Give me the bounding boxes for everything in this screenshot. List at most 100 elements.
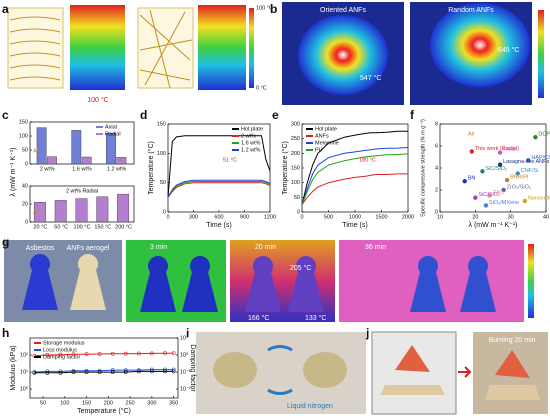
x-tick-label: 2 wt% <box>40 166 55 172</box>
time-label: 3 min <box>150 244 167 251</box>
panel-letter: h <box>2 326 9 340</box>
marker <box>171 369 176 374</box>
y-tick-label: 50 <box>160 180 166 186</box>
colorbar <box>528 244 534 318</box>
point-label: CNF/Si <box>521 168 539 174</box>
temp-label: 645 °C <box>498 46 519 54</box>
marker <box>71 352 76 357</box>
marker <box>136 369 141 374</box>
annotation: 180 °C <box>359 157 376 163</box>
marker <box>110 351 115 356</box>
point <box>504 177 510 183</box>
marker <box>110 370 115 374</box>
colorbar-max: 100 °C <box>256 5 273 11</box>
point <box>497 150 503 155</box>
sample <box>303 352 347 388</box>
y-tick-label: 0 <box>297 209 300 215</box>
fibers <box>139 9 193 89</box>
x-tick-label: 30 <box>508 214 514 220</box>
marker <box>136 351 141 356</box>
point-label: ZrO₂/SiO₂ <box>507 184 531 190</box>
time-label: 20 min <box>255 244 276 251</box>
annotation: 51 °C <box>223 157 237 163</box>
y-tick-label: 8 <box>435 121 438 127</box>
y-tick-label: 100 <box>291 180 300 186</box>
x-tick-label: 1000 <box>349 214 361 220</box>
simulation-random <box>198 5 246 90</box>
paper-crane <box>395 345 430 372</box>
x-tick-label: 1.6 wt% <box>72 166 92 172</box>
legend-label: Damping factor <box>43 354 80 360</box>
point <box>533 135 538 140</box>
temp-label: 133 °C <box>305 314 326 322</box>
x-tick-label: 150 °C <box>94 224 111 230</box>
simulation-oriented <box>70 5 125 90</box>
y-axis-label: Temperature (°C) <box>281 141 289 195</box>
y-tick-label: 10⁰ <box>20 386 29 393</box>
annotation: Air <box>33 148 40 154</box>
point <box>462 179 467 184</box>
point-label: SiC/SiO₂ <box>485 166 507 172</box>
x-tick-label: 100 <box>60 400 69 406</box>
x-tick-label: 500 <box>324 214 333 220</box>
panel-b: Oriented ANFs Random ANFs 547 °C 645 °C <box>282 2 544 105</box>
image-title: Oriented ANFs <box>320 7 366 14</box>
schematic-oriented <box>7 7 64 89</box>
hot-label: 100 °C <box>87 96 108 104</box>
y-tick-label: 150 <box>157 121 166 127</box>
panel-letter: b <box>270 2 277 16</box>
point <box>480 169 485 174</box>
panel-g: Asbestos ANFs aerogel 3 min 20 min 36 mi… <box>4 240 534 322</box>
sample <box>70 254 106 310</box>
series-line <box>301 147 409 205</box>
panel-letter: d <box>140 108 147 122</box>
x-tick-label: 1200 <box>264 214 276 220</box>
x-tick-label: 40 <box>543 214 549 220</box>
panel-j: Burning 20 min <box>371 331 548 415</box>
y-tick-label: 10² <box>20 352 28 358</box>
y-tick-label: 20 <box>22 201 28 207</box>
series-line <box>167 181 271 198</box>
sample <box>245 256 324 312</box>
x-tick-label: 0 <box>166 214 169 220</box>
y-axis-label: Specific compressive strength (N m g⁻¹) <box>420 119 426 217</box>
y-tick-label: 200 <box>291 151 300 157</box>
sample <box>410 256 496 312</box>
caption: Liquid nitrogen <box>287 403 333 410</box>
bar <box>71 130 82 165</box>
y-axis-label: Temperature (°C) <box>147 141 155 195</box>
marker <box>163 369 167 374</box>
y-tick-label: 150 <box>291 165 300 171</box>
point <box>515 171 520 176</box>
marker <box>58 370 63 375</box>
point <box>483 203 489 208</box>
x-axis-label: Time (s) <box>206 222 231 229</box>
y-tick-label: 6 <box>435 143 438 149</box>
y-tick-label: 0 <box>435 209 438 215</box>
panel-letter: a <box>2 2 9 16</box>
x-axis-label: Temperature (°C) <box>77 407 131 415</box>
x-tick-label: 150 <box>82 400 91 406</box>
y-tick-label: 10¹ <box>20 370 28 376</box>
y-tick-label: 0 <box>25 219 28 225</box>
y-tick-label: 100 <box>157 151 166 157</box>
sample <box>213 352 257 388</box>
point-label: Nanocellulose <box>528 195 550 201</box>
marker <box>84 370 89 374</box>
y-tick-label: 300 <box>291 121 300 127</box>
bar <box>116 157 127 165</box>
legend-label: Axial <box>105 124 117 130</box>
temp-label: 547 °C <box>360 74 381 82</box>
annotation: Air <box>33 209 40 215</box>
legend-label: Melamine <box>315 140 339 146</box>
y-tick-label: 50 <box>22 147 28 153</box>
point-label: BNR/PI <box>510 175 529 181</box>
marker <box>32 370 37 375</box>
legend-label: 1.6 wt% <box>241 140 261 146</box>
marker <box>149 369 154 374</box>
y-tick-label: 0 <box>25 161 28 167</box>
point-label: ZAO <box>492 190 504 196</box>
image-title: Random ANFs <box>448 7 494 14</box>
x-tick-label: 10 <box>437 214 443 220</box>
